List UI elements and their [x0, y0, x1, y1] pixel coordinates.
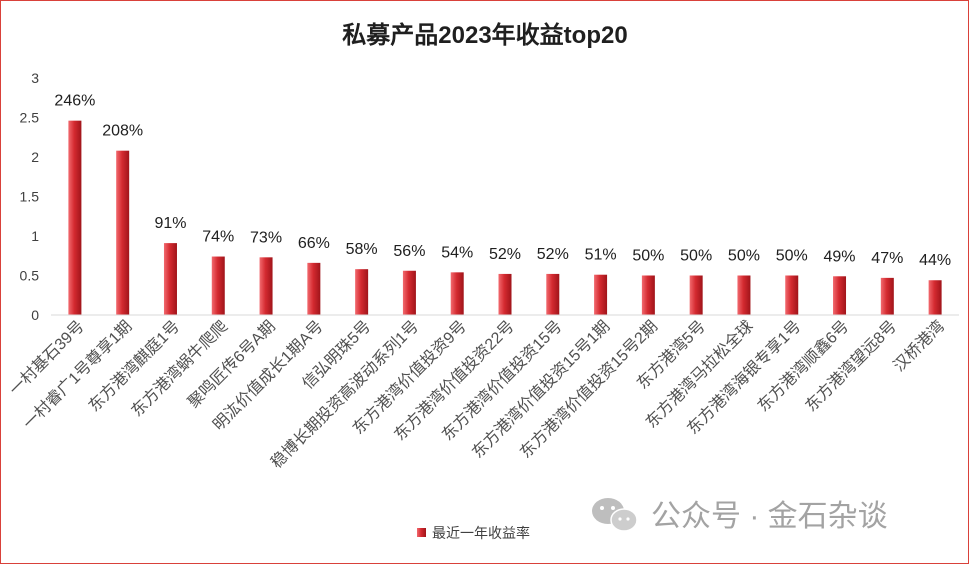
wechat-icon: [592, 498, 638, 532]
legend-label: 最近一年收益率: [432, 525, 530, 541]
x-tick-label: 汉桥港湾: [890, 317, 948, 375]
y-tick-label: 1: [31, 228, 39, 244]
legend: 最近一年收益率: [417, 525, 530, 541]
bar: [498, 273, 512, 315]
y-axis: 0 0.5 1 1.5 2 2.5 3: [20, 70, 40, 323]
data-label: 50%: [680, 248, 712, 265]
watermark: 公众号 · 金石杂谈: [592, 498, 888, 533]
bar: [689, 275, 703, 315]
data-label: 58%: [346, 241, 378, 258]
data-labels: 246% 208% 91% 74% 73% 66% 58% 56% 54% 52% 52% 51% 50…: [54, 93, 951, 270]
bar-series: [68, 120, 942, 315]
bar: [833, 276, 847, 315]
y-tick-label: 1.5: [20, 189, 40, 205]
data-label: 208%: [102, 123, 143, 140]
bar: [785, 275, 799, 315]
y-tick-label: 2: [31, 149, 39, 165]
bar: [641, 275, 655, 315]
data-label: 51%: [585, 247, 617, 264]
data-label: 50%: [632, 248, 664, 265]
legend-swatch: [417, 528, 426, 537]
bar: [68, 120, 82, 315]
data-label: 50%: [728, 248, 760, 265]
data-label: 54%: [441, 244, 473, 261]
bar: [737, 275, 751, 315]
x-tick-label: 东方港湾望远8号: [802, 317, 900, 415]
data-label: 73%: [250, 229, 282, 246]
bar: [259, 257, 273, 315]
bar: [594, 274, 608, 315]
y-tick-label: 0: [31, 307, 39, 323]
y-tick-label: 2.5: [20, 110, 40, 126]
bar: [546, 273, 560, 315]
chart-title: 私募产品2023年收益top20: [342, 21, 627, 49]
y-tick-label: 0.5: [20, 268, 40, 284]
data-label: 91%: [154, 215, 186, 232]
data-label: 246%: [54, 93, 95, 110]
bar: [450, 272, 464, 315]
bar: [116, 150, 130, 315]
data-label: 56%: [393, 243, 425, 260]
watermark-text: 公众号 · 金石杂谈: [651, 500, 888, 533]
bar: [307, 262, 321, 315]
bar: [163, 243, 177, 315]
x-tick-label: 东方港湾麒庭1号: [85, 317, 183, 415]
bar: [928, 280, 942, 315]
data-label: 52%: [489, 246, 521, 263]
bar: [880, 277, 894, 315]
data-label: 44%: [919, 252, 951, 269]
data-label: 52%: [537, 246, 569, 263]
bar: [211, 256, 225, 315]
x-tick-label: 聚鸣匠传6号A期: [184, 317, 278, 411]
y-tick-label: 3: [31, 70, 39, 86]
bar: [355, 269, 369, 315]
data-label: 47%: [871, 250, 903, 267]
x-axis: 一村基石39号一村睿广1号尊享1期东方港湾麒庭1号东方港湾蜗牛爬爬聚鸣匠传6号A…: [6, 314, 959, 472]
data-label: 50%: [776, 248, 808, 265]
data-label: 49%: [824, 248, 856, 265]
data-label: 74%: [202, 229, 234, 246]
bar: [402, 270, 416, 315]
data-label: 66%: [298, 235, 330, 252]
